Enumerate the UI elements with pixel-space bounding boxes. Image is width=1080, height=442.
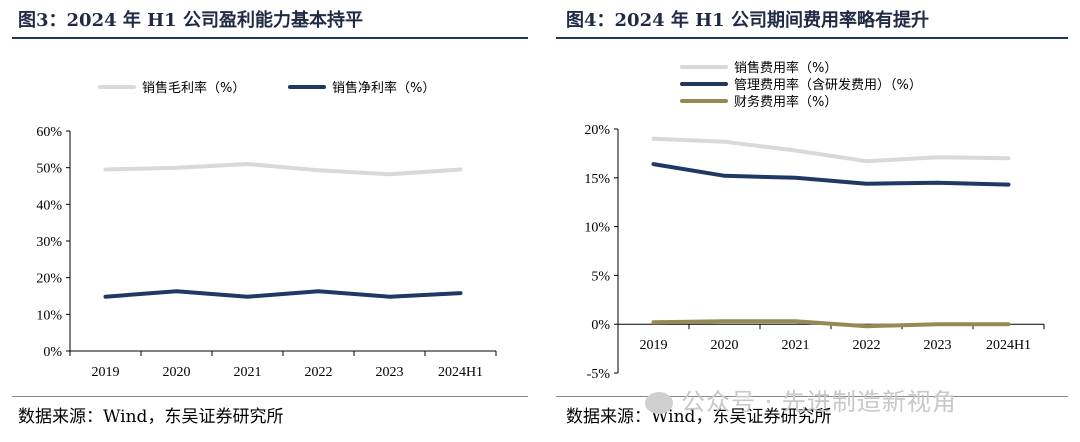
series-line-2	[651, 162, 1011, 187]
y-tick-label: 20%	[584, 123, 610, 138]
y-tick-label: -5%	[587, 367, 611, 382]
y-tick-label: 50%	[36, 162, 62, 177]
wechat-icon	[645, 392, 673, 414]
series-line-3	[651, 319, 1011, 329]
data-source-note: 数据来源：Wind，东吴证券研究所	[566, 407, 832, 427]
x-tick-label: 2021	[234, 365, 262, 380]
y-tick-label: 30%	[36, 235, 62, 250]
y-tick-label: 0%	[43, 345, 62, 360]
y-tick-label: 5%	[591, 269, 610, 284]
x-tick-label: 2024H1	[438, 365, 483, 380]
y-tick-label: 10%	[36, 308, 62, 323]
x-tick-label: 2019	[640, 338, 668, 353]
legend-label: 销售净利率（%）	[332, 80, 435, 96]
x-tick-label: 2020	[711, 338, 739, 353]
y-tick-label: 20%	[36, 272, 62, 287]
source-divider	[556, 396, 1068, 397]
x-tick-label: 2020	[163, 365, 191, 380]
y-tick-label: 15%	[584, 172, 610, 187]
profitability-line-chart: 0% 10% 20% 30% 40% 50% 60% 2019 2020 2021 2022 2023…	[36, 80, 497, 380]
x-tick-label: 2019	[92, 365, 120, 380]
title-divider	[556, 37, 1068, 39]
x-tick-label: 2021	[782, 338, 810, 353]
x-tick-label: 2024H1	[986, 338, 1031, 353]
wechat-watermark: 公众号 · 先进制造新视角	[645, 382, 957, 417]
series-line-1	[651, 136, 1011, 164]
series-line-1	[103, 162, 463, 177]
legend-label: 销售毛利率（%）	[142, 80, 245, 96]
legend-label: 管理费用率（含研发费用）（%）	[734, 77, 922, 93]
x-tick-label: 2023	[924, 338, 952, 353]
y-tick-label: 10%	[584, 221, 610, 236]
title-divider	[12, 37, 528, 39]
legend-label: 财务费用率（%）	[734, 94, 837, 110]
figure-title: 图3：2024 年 H1 公司盈利能力基本持平	[18, 10, 363, 31]
figure-title: 图4：2024 年 H1 公司期间费用率略有提升	[566, 10, 929, 31]
data-source-note: 数据来源：Wind，东吴证券研究所	[18, 407, 284, 427]
watermark-text: 公众号 · 先进制造新视角	[681, 388, 957, 416]
source-divider	[12, 396, 528, 397]
figure-3-panel: 图3：2024 年 H1 公司盈利能力基本持平 0% 10% 20% 30% 40% 50…	[12, 10, 528, 427]
y-tick-label: 60%	[36, 125, 62, 140]
x-tick-label: 2022	[305, 365, 333, 380]
y-tick-label: 40%	[36, 198, 62, 213]
figure-4-panel: 图4：2024 年 H1 公司期间费用率略有提升 -5% 0% 5% 10% 15% 20…	[552, 0, 1080, 442]
series-line-2	[103, 289, 463, 299]
legend-label: 销售费用率（%）	[734, 60, 837, 76]
x-tick-label: 2023	[376, 365, 404, 380]
expense-ratio-line-chart: -5% 0% 5% 10% 15% 20% 2019 2020 2021 2022 2023 2024…	[584, 60, 1045, 382]
y-tick-label: 0%	[591, 318, 610, 333]
x-tick-label: 2022	[853, 338, 881, 353]
